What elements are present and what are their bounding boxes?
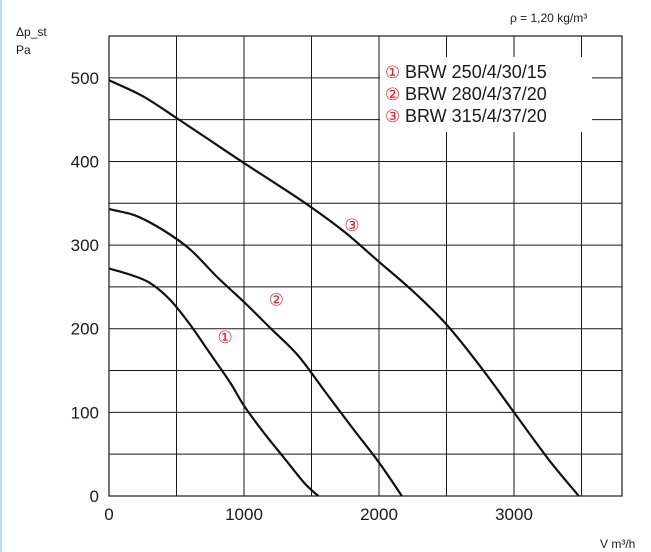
y-axis-label-symbol: Δp_st bbox=[16, 25, 47, 39]
legend-label-3: BRW 315/4/37/20 bbox=[405, 106, 547, 126]
axes bbox=[108, 35, 623, 497]
y-tick-label: 100 bbox=[71, 403, 99, 422]
y-tick-label: 400 bbox=[71, 152, 99, 171]
series-marker-2: ② bbox=[269, 290, 284, 310]
series-curve-2 bbox=[108, 208, 403, 497]
series-marker-1: ① bbox=[217, 328, 232, 348]
plot-border bbox=[108, 35, 623, 497]
x-tick-label: 2000 bbox=[360, 505, 398, 524]
y-tick-label: 500 bbox=[71, 69, 99, 88]
density-note: ρ = 1,20 kg/m³ bbox=[510, 11, 587, 25]
y-axis-label-unit: Pa bbox=[16, 43, 31, 57]
tick-labels: 0 1000 2000 3000 0 100 200 300 400 500 bbox=[71, 69, 533, 524]
series-curve-3 bbox=[108, 79, 580, 497]
y-tick-label: 200 bbox=[71, 320, 99, 339]
legend-box bbox=[380, 57, 592, 132]
curves: ①②③ bbox=[108, 79, 580, 497]
legend-label-2: BRW 280/4/37/20 bbox=[405, 84, 547, 104]
x-tick-label: 0 bbox=[104, 505, 113, 524]
legend-label-1: BRW 250/4/30/15 bbox=[405, 62, 547, 82]
legend-marker-2: ② bbox=[385, 85, 400, 105]
x-tick-label: 1000 bbox=[225, 505, 263, 524]
x-axis-label: V m³/h bbox=[600, 537, 635, 551]
y-tick-label: 0 bbox=[90, 487, 99, 506]
legend-marker-3: ③ bbox=[385, 107, 400, 127]
series-marker-3: ③ bbox=[344, 216, 359, 236]
y-tick-label: 300 bbox=[71, 236, 99, 255]
legend: ① BRW 250/4/30/15② BRW 280/4/37/20③ BRW 315… bbox=[380, 57, 592, 132]
x-tick-label: 3000 bbox=[495, 505, 533, 524]
series-curve-1 bbox=[108, 267, 320, 497]
labels: ρ = 1,20 kg/m³ Δp_st Pa V m³/h bbox=[16, 11, 635, 551]
legend-marker-1: ① bbox=[385, 63, 400, 83]
